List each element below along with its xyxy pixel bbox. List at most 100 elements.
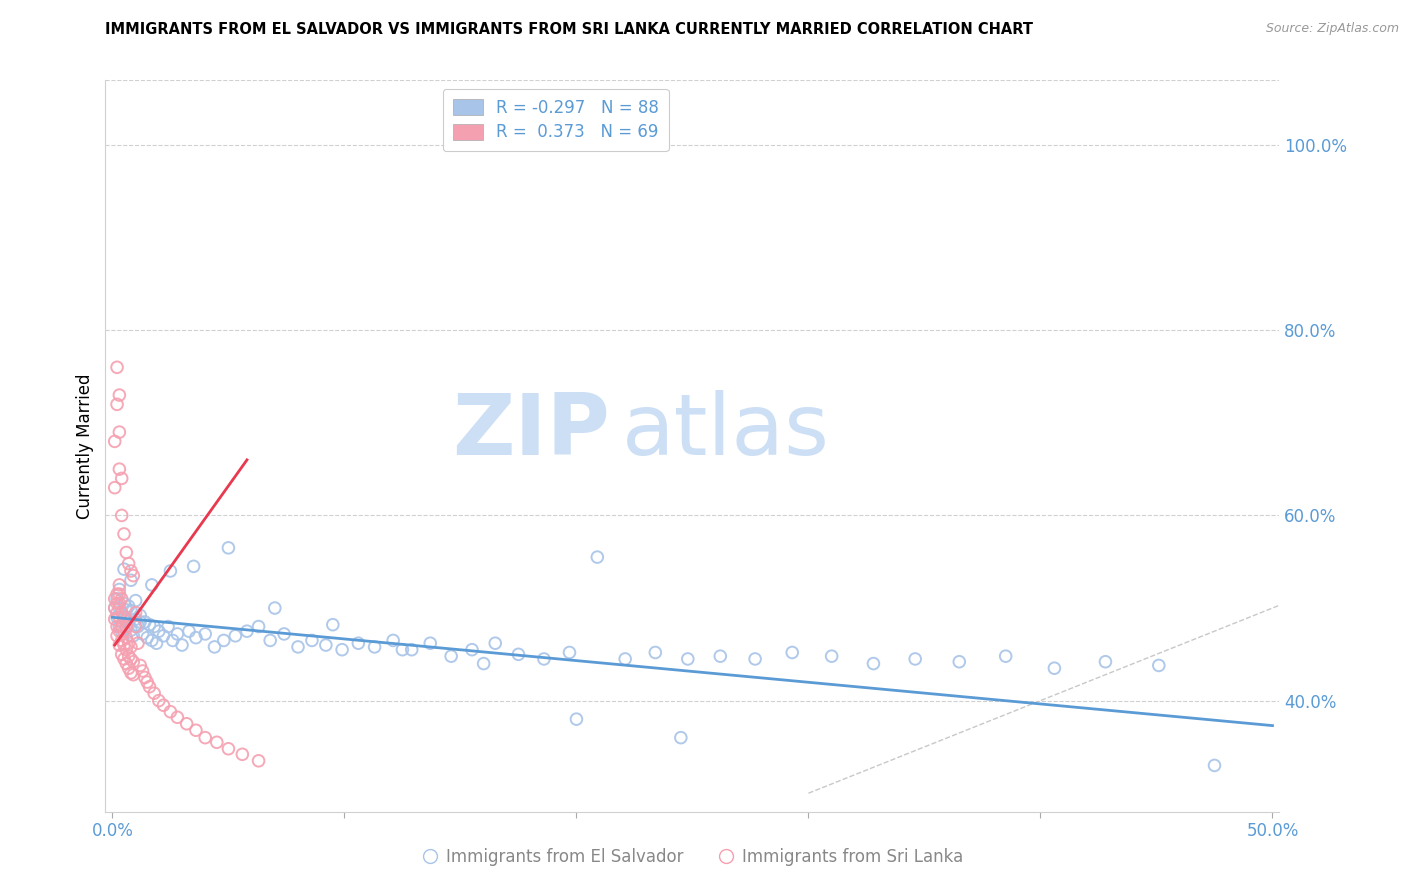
Point <box>108 462 131 476</box>
Point <box>217 541 239 555</box>
Point <box>115 631 138 645</box>
Point <box>115 642 138 657</box>
Point <box>676 652 699 666</box>
Point <box>136 631 159 645</box>
Point <box>122 568 145 582</box>
Point <box>247 619 270 633</box>
Point <box>170 638 193 652</box>
Point <box>105 360 128 375</box>
Point <box>120 665 142 680</box>
Point <box>315 638 337 652</box>
Point <box>105 619 128 633</box>
Point <box>143 686 166 700</box>
Point <box>111 633 134 648</box>
Point <box>111 508 134 523</box>
Point <box>115 603 138 617</box>
Point <box>780 645 803 659</box>
Text: IMMIGRANTS FROM EL SALVADOR VS IMMIGRANTS FROM SRI LANKA CURRENTLY MARRIED CORRE: IMMIGRANTS FROM EL SALVADOR VS IMMIGRANT… <box>105 22 1033 37</box>
Point <box>120 640 142 654</box>
Point <box>273 627 295 641</box>
Point <box>120 564 142 578</box>
Point <box>129 658 152 673</box>
Point <box>131 664 153 678</box>
Point <box>247 754 270 768</box>
Point <box>330 642 353 657</box>
Point <box>112 612 135 626</box>
Point <box>259 633 281 648</box>
Point <box>994 649 1017 664</box>
Point <box>108 587 131 601</box>
Point <box>122 629 145 643</box>
Point <box>138 680 160 694</box>
Point <box>143 619 166 633</box>
Point <box>104 612 127 626</box>
Point <box>112 638 135 652</box>
Point <box>127 636 149 650</box>
Point <box>120 574 142 588</box>
Point <box>112 652 135 666</box>
Point <box>105 606 128 620</box>
Point <box>108 425 131 439</box>
Point <box>120 604 142 618</box>
Point <box>105 629 128 643</box>
Point <box>508 648 530 662</box>
Point <box>122 655 145 669</box>
Point <box>287 640 309 654</box>
Point <box>124 612 146 626</box>
Point <box>1147 658 1170 673</box>
Point <box>112 610 135 624</box>
Point <box>118 599 141 614</box>
Point <box>1094 655 1116 669</box>
Point <box>105 591 128 606</box>
Point <box>440 649 463 664</box>
Point <box>533 652 555 666</box>
Point <box>115 619 138 633</box>
Text: Source: ZipAtlas.com: Source: ZipAtlas.com <box>1265 22 1399 36</box>
Point <box>322 617 344 632</box>
Point <box>122 667 145 681</box>
Point <box>111 591 134 606</box>
Point <box>166 710 188 724</box>
Point <box>115 657 138 671</box>
Point <box>105 596 128 610</box>
Point <box>382 633 405 648</box>
Point <box>152 629 174 643</box>
Point <box>217 741 239 756</box>
Point <box>152 698 174 713</box>
Point <box>159 705 181 719</box>
Point <box>644 645 666 659</box>
Point <box>1043 661 1066 675</box>
Point <box>108 610 131 624</box>
Point <box>105 610 128 624</box>
Point <box>419 636 441 650</box>
Point <box>141 633 163 648</box>
Point <box>105 587 128 601</box>
Point <box>112 596 135 610</box>
Point <box>118 617 141 632</box>
Point <box>391 642 413 657</box>
Point <box>162 633 184 648</box>
Point <box>108 388 131 402</box>
Point <box>115 545 138 559</box>
Point <box>484 636 506 650</box>
Point <box>183 559 205 574</box>
Point <box>112 562 135 576</box>
Point <box>204 640 226 654</box>
Point <box>904 652 927 666</box>
Point <box>118 649 141 664</box>
Point <box>194 731 217 745</box>
Point <box>118 661 141 675</box>
Point <box>363 640 385 654</box>
Point <box>669 731 692 745</box>
Point <box>472 657 495 671</box>
Point <box>124 619 146 633</box>
Point <box>111 619 134 633</box>
Point <box>129 615 152 629</box>
Point <box>744 652 766 666</box>
Point <box>108 578 131 592</box>
Point <box>194 627 217 641</box>
Point <box>263 601 285 615</box>
Point <box>558 645 581 659</box>
Point <box>347 636 370 650</box>
Point <box>118 557 141 571</box>
